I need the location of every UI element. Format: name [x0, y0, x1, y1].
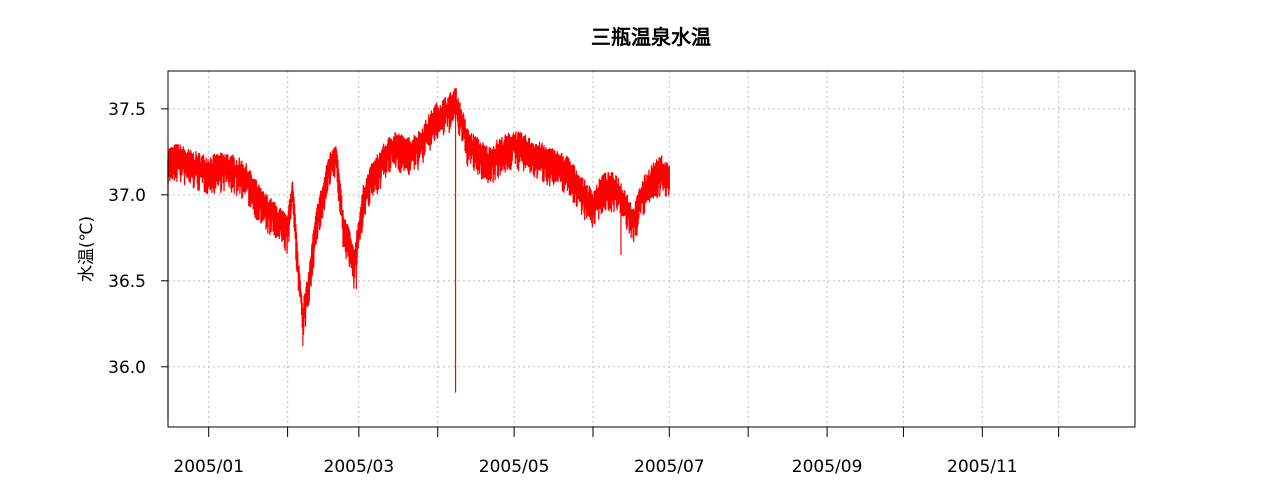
y-tick-label: 36.0 — [108, 358, 146, 378]
chart-title: 三瓶温泉水温 — [591, 25, 711, 49]
x-axis: 2005/01 2005/03 2005/05 2005/07 2005/09 2005/… — [173, 427, 1060, 477]
y-tick-label: 37.5 — [108, 100, 146, 120]
x-tick-label: 2005/03 — [324, 457, 395, 477]
x-tick-label: 2005/11 — [947, 457, 1018, 477]
plot-frame — [167, 70, 1136, 428]
y-axis: 36.0 36.5 37.0 37.5 — [108, 100, 168, 378]
y-tick-label: 37.0 — [108, 186, 146, 206]
y-tick-label: 36.5 — [108, 272, 146, 292]
x-tick-label: 2005/05 — [479, 457, 550, 477]
x-tick-label: 2005/01 — [173, 457, 244, 477]
series-line — [167, 88, 670, 336]
x-tick-label: 2005/07 — [634, 457, 705, 477]
grid-layer — [168, 71, 1135, 427]
x-tick-label: 2005/09 — [792, 457, 863, 477]
y-axis-label: 水温(℃) — [77, 216, 97, 282]
